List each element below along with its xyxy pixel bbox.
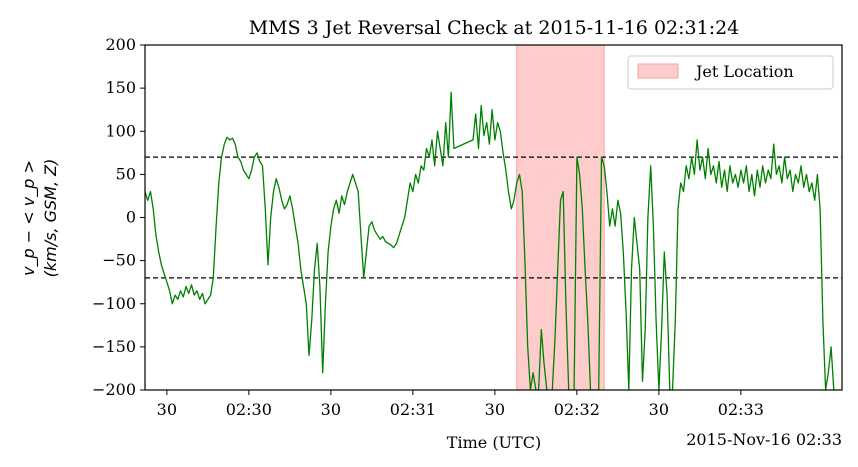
y-tick-label: −200 bbox=[92, 380, 136, 399]
y-tick-label: −150 bbox=[92, 337, 136, 356]
y-axis-label-line2: (km/s, GSM, Z) bbox=[41, 159, 60, 278]
x-tick-label: 30 bbox=[649, 400, 669, 419]
x-axis: 30 02:30 30 02:31 30 02:32 30 02:33 bbox=[157, 390, 764, 419]
axes-frame bbox=[144, 44, 843, 391]
y-tick-label: 100 bbox=[105, 121, 136, 140]
y-tick-label: 50 bbox=[116, 164, 136, 183]
x-axis-label: Time (UTC) bbox=[447, 433, 541, 452]
y-tick-label: 150 bbox=[105, 78, 136, 97]
legend-box bbox=[627, 55, 834, 90]
y-tick-label: −100 bbox=[92, 294, 136, 313]
x-tick-label: 02:30 bbox=[226, 400, 272, 419]
x-tick-label: 02:32 bbox=[554, 400, 600, 419]
x-tick-label: 02:31 bbox=[390, 400, 436, 419]
legend-label-jet: Jet Location bbox=[694, 62, 794, 81]
jet-region bbox=[516, 45, 605, 390]
x-tick-label: 30 bbox=[321, 400, 341, 419]
y-axis: −200 −150 −100 −50 0 50 100 150 200 bbox=[92, 35, 145, 399]
y-tick-label: −50 bbox=[102, 251, 136, 270]
legend: Jet Location bbox=[627, 55, 834, 90]
series-line-0 bbox=[145, 91, 837, 390]
x-offset-label: 2015-Nov-16 02:33 bbox=[686, 430, 842, 449]
y-axis-label-line1: v_p − < v_p > bbox=[19, 160, 39, 276]
chart-title: MMS 3 Jet Reversal Check at 2015-11-16 0… bbox=[249, 17, 740, 39]
x-tick-label: 02:33 bbox=[718, 400, 764, 419]
y-tick-label: 0 bbox=[126, 208, 136, 227]
x-tick-label: 30 bbox=[485, 400, 505, 419]
plot-area bbox=[145, 45, 842, 390]
x-tick-label: 30 bbox=[157, 400, 177, 419]
y-tick-label: 200 bbox=[105, 35, 136, 54]
legend-swatch-jet bbox=[637, 63, 679, 79]
